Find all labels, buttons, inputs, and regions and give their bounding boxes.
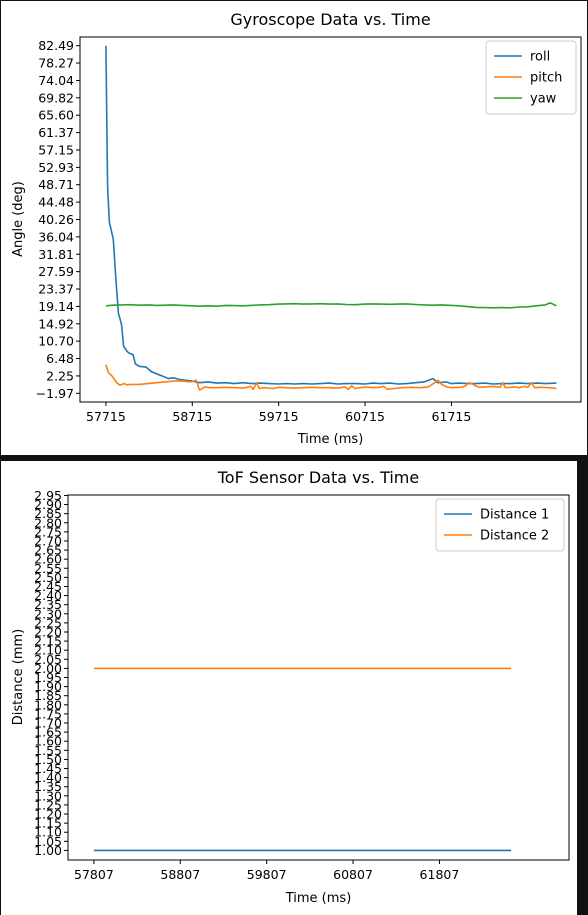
y-tick-label: 1.10 — [34, 825, 62, 840]
y-tick-label: 2.25 — [46, 368, 74, 383]
y-tick-label: 65.60 — [38, 108, 74, 123]
y-tick-label: 2.15 — [34, 634, 62, 649]
gyroscope-chart: Gyroscope Data vs. Time Time (ms) Angle … — [11, 10, 582, 447]
chart-title: Gyroscope Data vs. Time — [230, 10, 430, 29]
y-axis-label: Distance (mm) — [11, 629, 26, 725]
y-tick-label: 1.50 — [34, 752, 62, 767]
y-tick-label: 69.82 — [38, 90, 74, 105]
series-line-yaw — [105, 302, 557, 309]
x-tick-label: 60715 — [345, 409, 385, 424]
y-tick-label: 1.15 — [34, 816, 62, 831]
y-tick-label: 1.05 — [34, 834, 62, 849]
legend-label: roll — [530, 50, 550, 65]
y-tick-label: 2.35 — [34, 597, 62, 612]
y-tick-label: 48.71 — [38, 177, 74, 192]
plot-frame — [67, 494, 570, 861]
y-tick-label: 2.95 — [34, 488, 62, 503]
chart-title: ToF Sensor Data vs. Time — [217, 468, 419, 487]
y-tick-label: 1.35 — [34, 779, 62, 794]
panel-separator — [0, 455, 588, 461]
x-tick-label: 58715 — [172, 409, 212, 424]
y-tick-label: 1.45 — [34, 761, 62, 776]
y-tick-label: 2.25 — [34, 615, 62, 630]
y-tick-label: 40.26 — [38, 212, 74, 227]
y-tick-label: 2.85 — [34, 506, 62, 521]
y-tick-label: 2.70 — [34, 533, 62, 548]
y-tick-label: 1.85 — [34, 688, 62, 703]
series-line-pitch — [105, 364, 557, 391]
y-tick-label: 2.50 — [34, 570, 62, 585]
y-tick-label: 82.49 — [38, 38, 74, 53]
x-tick-label: 57807 — [74, 867, 114, 882]
y-tick-label: 2.80 — [34, 515, 62, 530]
y-tick-label: 2.65 — [34, 543, 62, 558]
y-tick-label: 36.04 — [38, 229, 74, 244]
y-tick-label: 1.65 — [34, 725, 62, 740]
y-tick-label: 1.60 — [34, 734, 62, 749]
y-tick-label: 2.90 — [34, 497, 62, 512]
y-tick-label: 1.95 — [34, 670, 62, 685]
legend-label: yaw — [530, 92, 557, 107]
legend-label: Distance 2 — [480, 529, 549, 544]
y-tick-label: 1.90 — [34, 679, 62, 694]
y-tick-label: 1.80 — [34, 697, 62, 712]
y-tick-label: 2.45 — [34, 579, 62, 594]
y-tick-label: 61.37 — [38, 125, 74, 140]
y-tick-label: 1.75 — [34, 706, 62, 721]
y-tick-label: 2.20 — [34, 624, 62, 639]
y-tick-label: −1.97 — [36, 386, 74, 401]
y-tick-label: 1.25 — [34, 797, 62, 812]
y-tick-label: 31.81 — [38, 247, 74, 262]
y-tick-label: 1.00 — [34, 843, 62, 858]
y-tick-label: 74.04 — [38, 73, 74, 88]
legend: Distance 1 Distance 2 — [435, 498, 565, 552]
y-tick-label: 19.14 — [38, 299, 74, 314]
y-tick-label: 1.30 — [34, 788, 62, 803]
x-tick-label: 57715 — [86, 409, 126, 424]
x-tick-label: 59807 — [247, 867, 287, 882]
x-tick-label: 58807 — [160, 867, 200, 882]
series-line-roll — [105, 45, 557, 385]
y-tick-label: 52.93 — [38, 160, 74, 175]
y-tick-label: 6.48 — [46, 351, 74, 366]
y-tick-label: 1.40 — [34, 770, 62, 785]
y-tick-label: 2.10 — [34, 643, 62, 658]
y-tick-label: 2.60 — [34, 552, 62, 567]
x-axis-label: Time (ms) — [297, 432, 364, 447]
y-tick-label: 27.59 — [38, 264, 74, 279]
y-tick-label: 78.27 — [38, 56, 74, 71]
y-tick-label: 57.15 — [38, 142, 74, 157]
y-axis-label: Angle (deg) — [11, 181, 26, 257]
y-tick-label: 23.37 — [38, 282, 74, 297]
y-tick-label: 14.92 — [38, 316, 74, 331]
y-tick-label: 2.40 — [34, 588, 62, 603]
y-tick-label: 2.05 — [34, 652, 62, 667]
y-tick-label: 44.48 — [38, 195, 74, 210]
x-tick-label: 61807 — [420, 867, 460, 882]
legend: roll pitch yaw — [485, 40, 577, 115]
y-tick-label: 2.00 — [34, 661, 62, 676]
x-tick-label: 61715 — [432, 409, 472, 424]
y-tick-label: 2.75 — [34, 524, 62, 539]
legend-box — [435, 498, 565, 552]
x-axis-label: Time (ms) — [285, 891, 352, 906]
y-tick-label: 2.55 — [34, 561, 62, 576]
y-tick-label: 2.30 — [34, 606, 62, 621]
y-tick-label: 1.70 — [34, 716, 62, 731]
y-tick-label: 1.20 — [34, 807, 62, 822]
x-tick-label: 60807 — [333, 867, 373, 882]
x-tick-label: 59715 — [259, 409, 299, 424]
legend-label: Distance 1 — [480, 508, 549, 523]
y-tick-label: 1.55 — [34, 743, 62, 758]
tof-chart: ToF Sensor Data vs. Time Time (ms) Dista… — [11, 468, 570, 906]
legend-box — [485, 40, 577, 115]
y-tick-label: 10.70 — [38, 334, 74, 349]
right-edge-bar — [577, 456, 588, 915]
plot-frame — [79, 36, 582, 403]
legend-label: pitch — [530, 71, 562, 86]
